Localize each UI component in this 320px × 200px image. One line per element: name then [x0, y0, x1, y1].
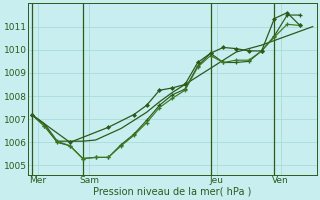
X-axis label: Pression niveau de la mer( hPa ): Pression niveau de la mer( hPa )	[93, 187, 252, 197]
